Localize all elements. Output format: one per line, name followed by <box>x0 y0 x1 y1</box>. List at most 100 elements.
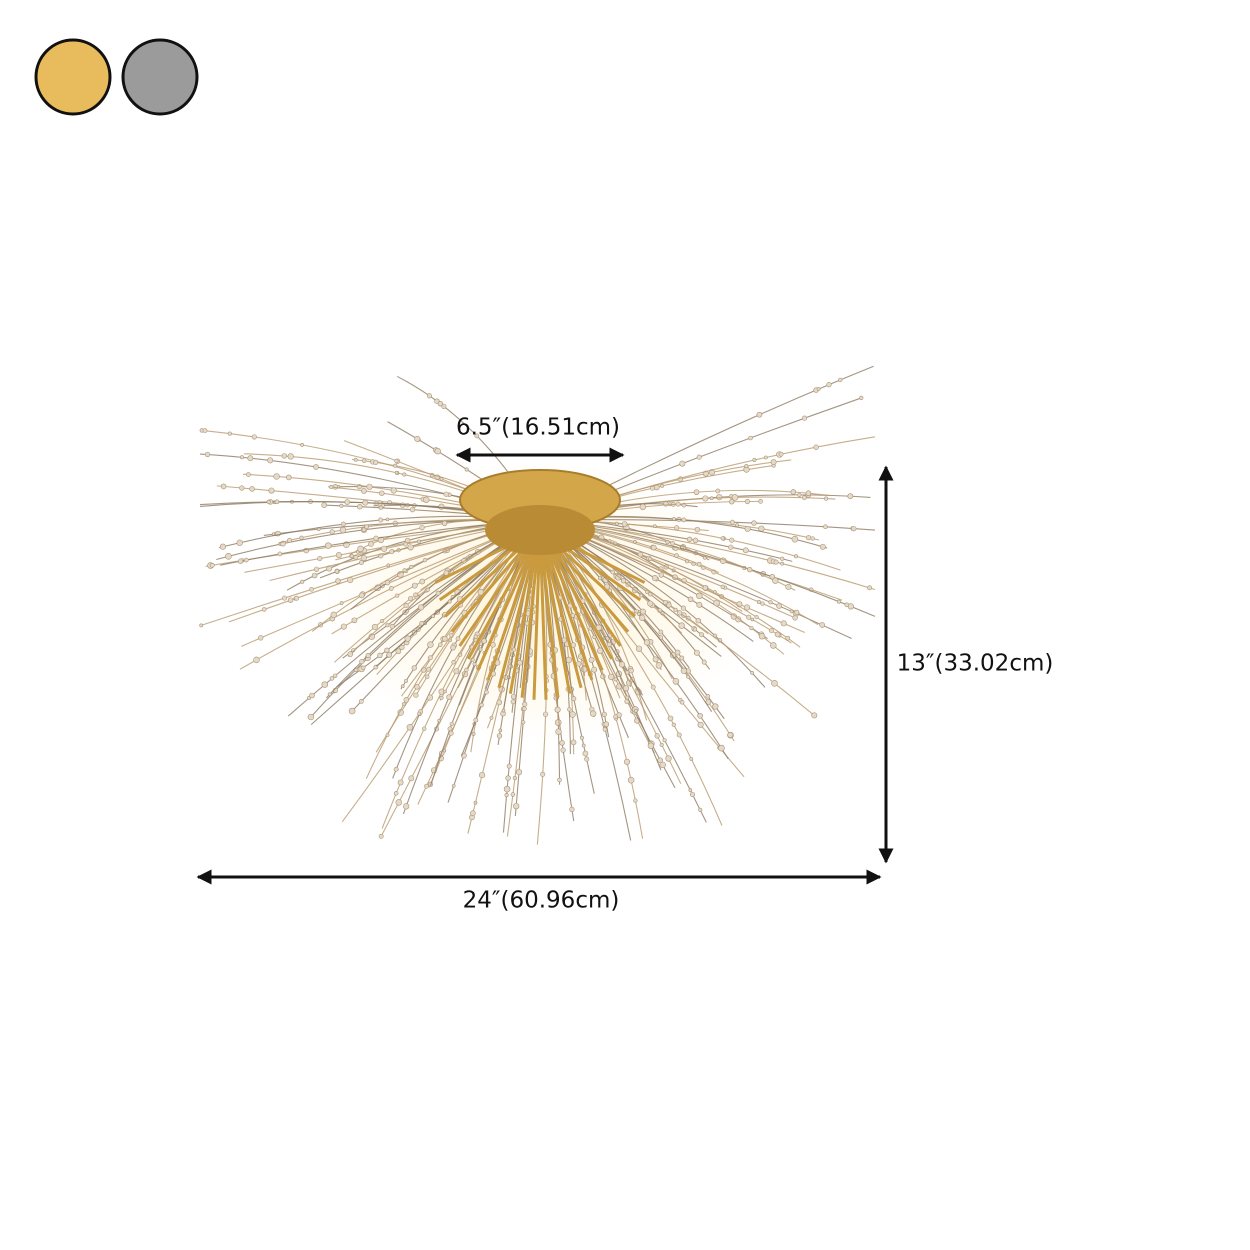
crystal <box>773 559 779 565</box>
crystal <box>652 656 659 663</box>
crystal <box>780 556 785 561</box>
crystal <box>239 485 245 491</box>
crystal <box>647 600 654 607</box>
crystal <box>393 766 399 772</box>
crystal <box>309 692 315 699</box>
crystal <box>844 602 850 608</box>
swatch <box>34 38 112 116</box>
crystal <box>746 614 752 620</box>
crystal <box>348 707 356 715</box>
crystal <box>742 547 749 554</box>
crystal <box>658 629 664 635</box>
crystal <box>426 694 434 701</box>
crystal <box>666 602 672 608</box>
crystal <box>756 599 761 605</box>
crystal <box>744 525 751 532</box>
crystal <box>699 632 705 638</box>
crystal <box>399 644 405 651</box>
crystal <box>625 670 630 675</box>
crystal <box>361 527 367 533</box>
crystal <box>385 517 390 522</box>
crystal <box>484 689 489 695</box>
crystal <box>867 585 873 591</box>
gold-rod <box>520 529 542 698</box>
crystal <box>697 712 703 719</box>
crystal <box>610 569 616 575</box>
crystal <box>395 648 402 655</box>
crystal <box>816 387 821 391</box>
crystal <box>651 544 657 551</box>
crystal <box>409 564 414 569</box>
crystal <box>361 665 366 670</box>
crystal <box>451 660 456 665</box>
crystal <box>411 582 418 589</box>
crystal <box>689 757 694 761</box>
crystal <box>413 592 418 598</box>
crystal <box>555 728 562 735</box>
crystal <box>390 487 397 494</box>
crystal <box>636 612 641 616</box>
crystal <box>339 503 344 508</box>
crystal <box>437 401 444 407</box>
crystal <box>701 659 707 665</box>
crystal <box>806 535 812 541</box>
crystal <box>389 549 395 555</box>
crystal <box>300 579 305 584</box>
crystal <box>729 519 735 525</box>
crystal <box>477 588 485 596</box>
crystal <box>479 702 484 708</box>
crystal <box>662 738 667 743</box>
crystal <box>441 520 448 527</box>
crystal <box>351 617 358 624</box>
crystal <box>422 557 428 563</box>
crystal <box>327 692 332 697</box>
crystal <box>692 537 699 544</box>
crystal <box>622 685 630 692</box>
crystal <box>424 783 429 789</box>
crystal <box>360 554 367 562</box>
crystal <box>244 557 249 563</box>
crystal <box>591 666 598 673</box>
crystal <box>403 803 410 810</box>
crystal <box>648 557 653 561</box>
crystal <box>557 777 562 783</box>
crystal <box>744 464 749 469</box>
crystal <box>347 651 354 657</box>
crystal <box>744 498 750 505</box>
crystal <box>443 570 449 576</box>
crystal <box>285 474 292 481</box>
crystal <box>756 411 763 418</box>
gold-rod <box>508 529 542 694</box>
crystal <box>571 696 577 702</box>
crystal <box>395 593 400 598</box>
crystal <box>521 706 527 712</box>
crystal <box>720 584 725 589</box>
crystal <box>321 502 328 508</box>
crystal <box>750 671 754 675</box>
crystal <box>403 697 410 703</box>
crystal <box>680 605 686 611</box>
crystal <box>395 799 403 806</box>
crystal <box>273 473 280 480</box>
crystal <box>401 702 406 707</box>
crystal <box>510 792 516 797</box>
crystal <box>373 459 379 465</box>
crystal <box>361 458 367 464</box>
crystal <box>819 622 826 628</box>
crystal <box>560 747 566 753</box>
crystal <box>654 733 660 739</box>
crystal <box>451 783 456 788</box>
crystal <box>805 490 812 497</box>
crystal <box>554 719 562 726</box>
crystal <box>647 742 655 749</box>
crystal <box>353 555 359 560</box>
crystal <box>709 496 714 501</box>
crystal <box>330 611 337 618</box>
crystal <box>299 535 304 540</box>
crystal <box>792 615 798 621</box>
crystal <box>588 656 595 663</box>
gold-rod <box>538 529 572 694</box>
crystal <box>393 791 399 796</box>
crystal <box>413 692 419 698</box>
crystal <box>274 499 280 505</box>
